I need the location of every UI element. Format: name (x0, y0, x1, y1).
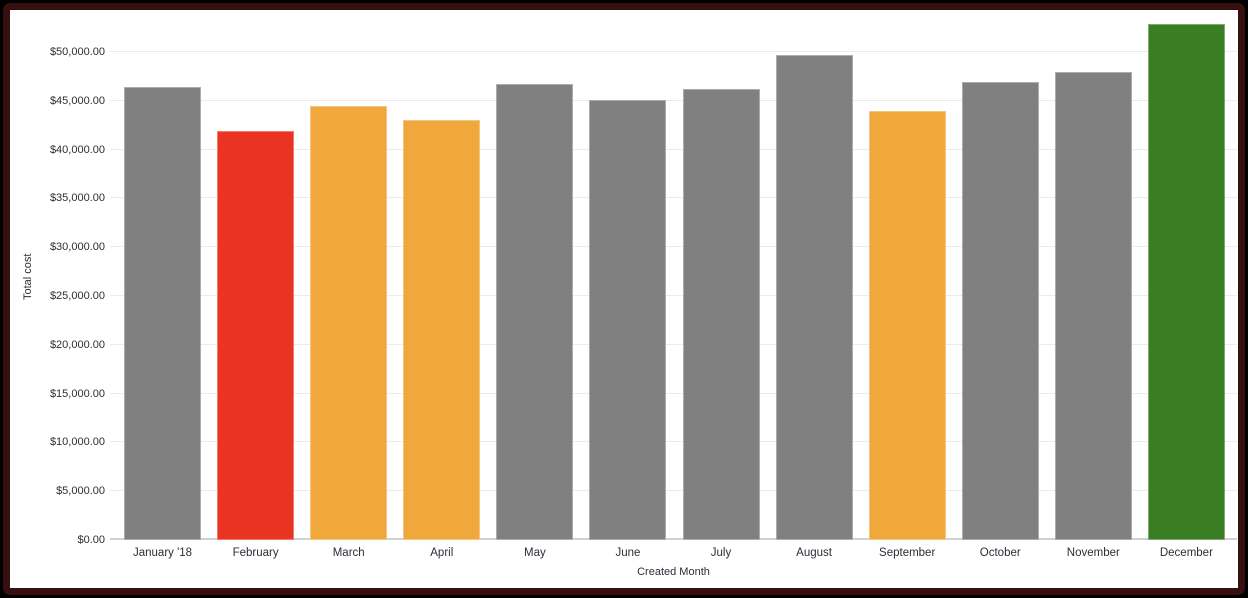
bar-slot (768, 11, 861, 540)
bar-april[interactable] (403, 120, 481, 540)
y-tick-label: $10,000.00 (49, 436, 105, 449)
bar-slot (302, 11, 395, 540)
x-axis-labels: January '18 February March April May June July… (110, 547, 1237, 559)
bars-container (116, 11, 1233, 540)
gridline (110, 295, 1237, 296)
x-tick-label: September (879, 547, 936, 559)
bar-slot (674, 11, 767, 540)
y-tick-label: $45,000.00 (49, 94, 105, 107)
gridline (110, 392, 1237, 394)
x-axis-line (110, 538, 1237, 540)
x-tick-label: August (796, 547, 832, 559)
x-tick-label: March (332, 547, 365, 559)
x-tick-label: February (232, 547, 279, 559)
bar-may[interactable] (496, 84, 574, 540)
y-tick-label: $20,000.00 (49, 338, 105, 351)
gridline (110, 197, 1237, 199)
bar-slot (488, 11, 581, 540)
y-tick-label: $35,000.00 (49, 192, 105, 205)
bar-slot (1140, 11, 1233, 540)
bar-slot (861, 11, 954, 540)
bar-december[interactable] (1147, 23, 1225, 540)
bar-november[interactable] (1054, 71, 1132, 540)
y-tick-label: $25,000.00 (49, 290, 105, 302)
gridline (110, 246, 1237, 248)
bar-slot (581, 11, 674, 540)
bar-slot (116, 11, 209, 540)
bar-october[interactable] (961, 82, 1039, 540)
x-tick-label: April (430, 547, 454, 559)
y-tick-label: $15,000.00 (49, 387, 105, 400)
bar-slot (209, 11, 302, 540)
bar-august[interactable] (775, 54, 853, 540)
gridline (110, 441, 1237, 443)
bar-january-18[interactable] (124, 87, 202, 540)
gridline (110, 490, 1237, 492)
bar-slot (395, 11, 488, 540)
bar-september[interactable] (868, 110, 946, 540)
y-tick-label: $0.00 (77, 534, 105, 546)
x-tick-label: July (710, 547, 732, 559)
bar-june[interactable] (589, 99, 667, 540)
gridline (110, 51, 1237, 52)
bar-slot (1047, 11, 1140, 540)
x-tick-label: October (979, 547, 1021, 559)
plot-area (110, 11, 1237, 540)
x-tick-label: June (615, 547, 641, 559)
x-tick-label: December (1159, 547, 1213, 559)
x-tick-label: November (1066, 547, 1120, 559)
y-tick-label: $50,000.00 (49, 46, 105, 58)
y-tick-label: $5,000.00 (56, 485, 105, 498)
y-tick-label: $30,000.00 (49, 241, 105, 254)
bar-march[interactable] (310, 105, 388, 540)
y-axis-labels: $0.00 $5,000.00 $10,000.00 $15,000.00 $20,00… (10, 11, 105, 546)
bar-february[interactable] (217, 131, 295, 540)
x-axis-title: Created Month (637, 566, 710, 578)
gridline (110, 343, 1237, 345)
chart-card: Total cost $0.00 $5,000.00 $10,000.00 $15,0… (3, 3, 1245, 595)
bar-july[interactable] (682, 89, 760, 540)
gridline (110, 99, 1237, 101)
gridline (110, 148, 1237, 150)
bar-slot (954, 11, 1047, 540)
x-tick-label: May (523, 547, 546, 559)
x-tick-label: January '18 (132, 547, 193, 559)
y-tick-label: $40,000.00 (49, 143, 105, 156)
